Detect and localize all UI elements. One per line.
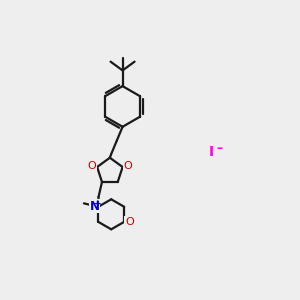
Text: O: O bbox=[123, 161, 132, 171]
Text: I: I bbox=[209, 145, 214, 158]
Text: N: N bbox=[89, 200, 100, 213]
Text: –: – bbox=[217, 142, 223, 154]
Text: O: O bbox=[88, 161, 96, 171]
Text: +: + bbox=[94, 199, 102, 208]
Text: O: O bbox=[125, 217, 134, 227]
